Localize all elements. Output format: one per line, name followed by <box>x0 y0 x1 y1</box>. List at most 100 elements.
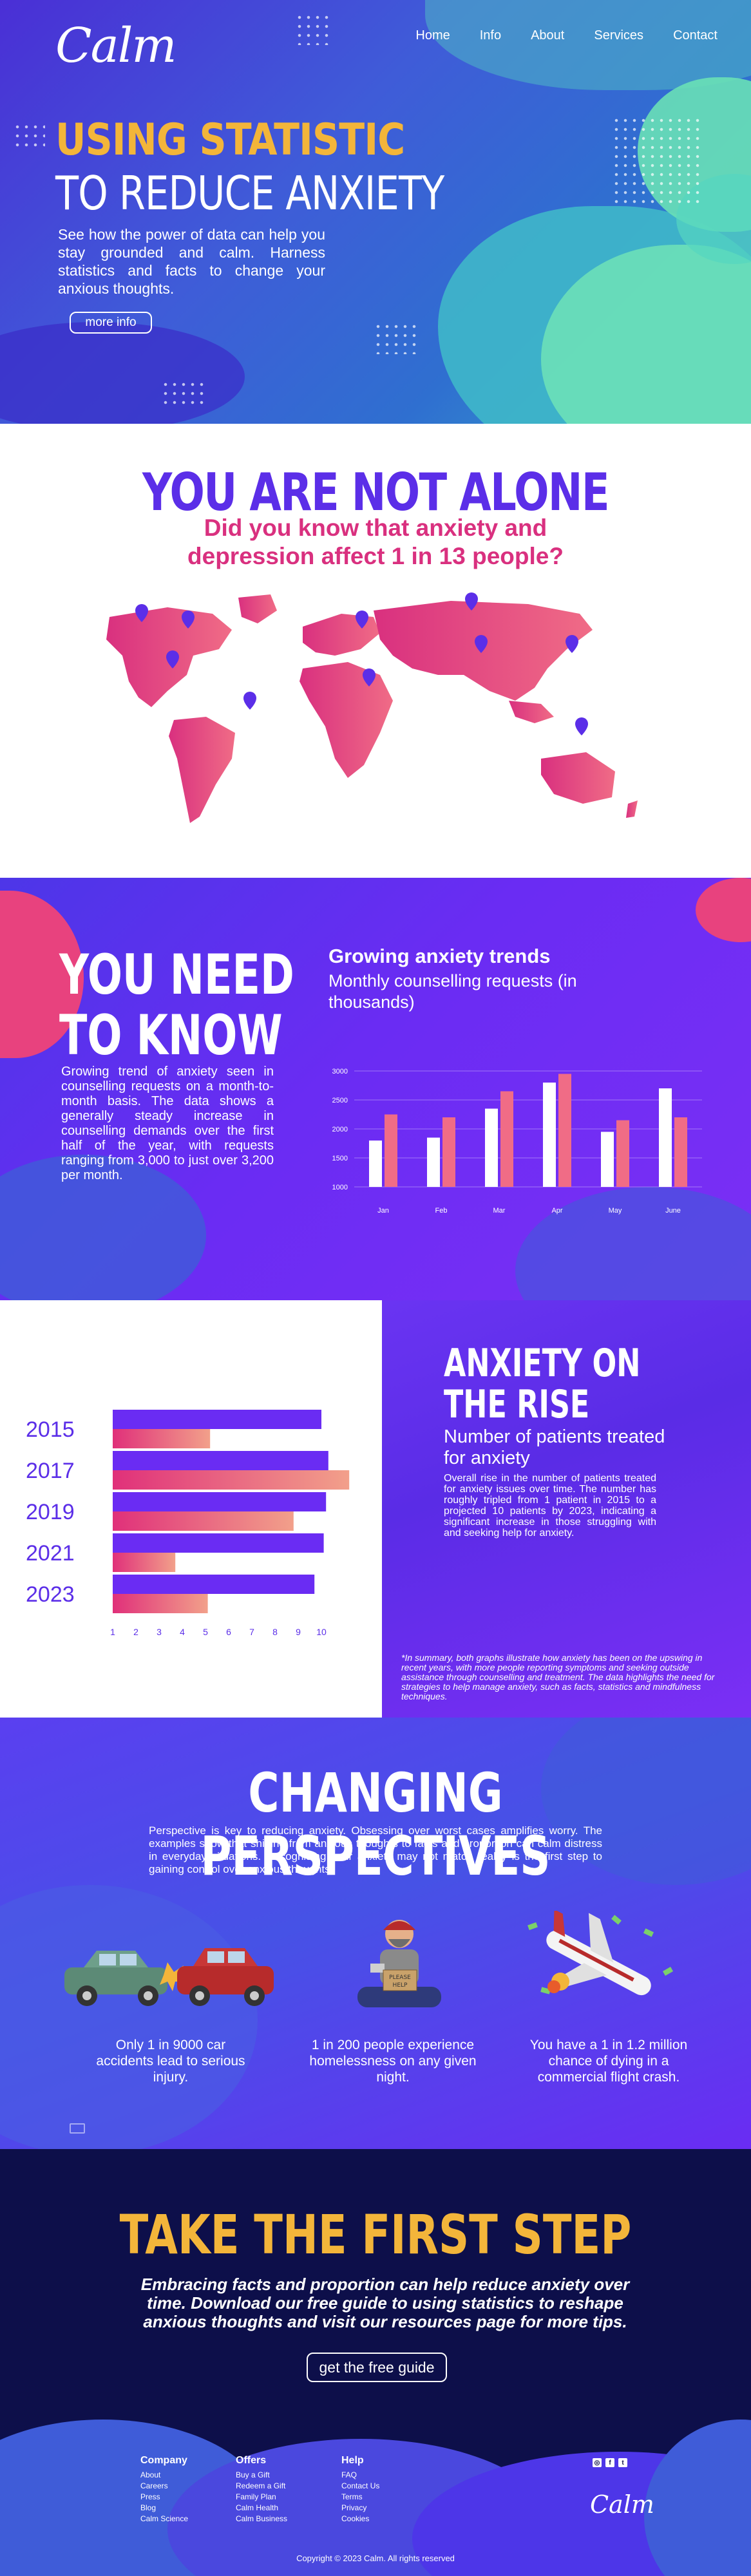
y-tick-label: 2019 <box>26 1500 75 1524</box>
x-tick-label: May <box>609 1207 622 1215</box>
debris-icon <box>528 1915 674 1994</box>
car-accident-illustration <box>64 1948 274 2006</box>
footer-link[interactable]: Calm Health <box>236 2503 279 2512</box>
brand-logo[interactable]: Calm <box>55 18 177 73</box>
y-tick-label: 2017 <box>26 1459 75 1483</box>
bar <box>616 1120 629 1187</box>
y-tick-label: 2021 <box>26 1541 75 1566</box>
need-to-know-section: YOU NEED TO KNOW Growing trend of anxiety… <box>0 878 751 1300</box>
footer-column-offers: Offers Buy a Gift Redeem a Gift Family P… <box>236 2455 288 2523</box>
help-sign-text: PLEASE <box>389 1975 411 1981</box>
footer-link[interactable]: Calm Science <box>140 2514 189 2523</box>
continent-europe <box>303 614 380 656</box>
nav-info[interactable]: Info <box>479 28 502 43</box>
y-tick-label: 1000 <box>332 1184 348 1191</box>
more-info-button[interactable]: more info <box>70 312 152 334</box>
bar <box>442 1117 455 1187</box>
footer-link[interactable]: Blog <box>140 2503 157 2512</box>
hero-decor-blob <box>425 0 751 90</box>
y-tick-label: 1500 <box>332 1155 348 1162</box>
location-pin-icon <box>243 692 256 710</box>
x-tick-label: Feb <box>435 1207 448 1215</box>
instagram-icon[interactable]: ◎ <box>593 2458 602 2467</box>
footer-link[interactable]: Calm Business <box>236 2514 288 2523</box>
hero-description: See how the power of data can help you s… <box>58 226 325 297</box>
y-tick-label: 2500 <box>332 1097 348 1104</box>
footer-link[interactable]: Redeem a Gift <box>236 2481 286 2490</box>
hero-title-line2: TO REDUCE ANXIETY <box>55 166 444 220</box>
bar <box>113 1429 211 1448</box>
x-tick-label: 3 <box>157 1627 162 1637</box>
footer-link[interactable]: Cookies <box>341 2514 370 2523</box>
footer-link[interactable]: About <box>140 2470 161 2479</box>
copyright: Copyright © 2023 Calm. All rights reserv… <box>296 2553 455 2563</box>
nav-about[interactable]: About <box>531 28 565 43</box>
bar <box>485 1108 498 1187</box>
section-title: TAKE THE FIRST STEP <box>119 2203 632 2266</box>
free-guide-button[interactable]: get the free guide <box>307 2353 447 2382</box>
hero-section: Calm Home Info About Services Contact US… <box>0 0 751 424</box>
section-description: Embracing facts and proportion can help … <box>140 2275 630 2331</box>
y-tick-label: 3000 <box>332 1068 348 1075</box>
social-links: ◎ f t <box>593 2458 627 2467</box>
footer-link[interactable]: Press <box>140 2492 160 2501</box>
x-tick-label: June <box>665 1207 681 1215</box>
x-tick-label: 2 <box>133 1627 138 1637</box>
bar <box>113 1451 328 1470</box>
y-tick-label: 2015 <box>26 1417 75 1442</box>
section-description: Perspective is key to reducing anxiety. … <box>149 1824 602 1875</box>
footer-link[interactable]: Buy a Gift <box>236 2470 270 2479</box>
decor-blob <box>696 878 751 942</box>
hero-dot-pattern <box>612 116 702 206</box>
footer-wave <box>644 2420 751 2576</box>
section-description: Growing trend of anxiety seen in counsel… <box>61 1065 274 1182</box>
summary-note: *In summary, both graphs illustrate how … <box>401 1653 715 1701</box>
footer-link[interactable]: Privacy <box>341 2503 367 2512</box>
hero-title-line1: USING STATISTIC <box>55 115 405 166</box>
footer-column-help: Help FAQ Contact Us Terms Privacy Cookie… <box>341 2455 380 2523</box>
x-tick-label: Jan <box>377 1207 389 1215</box>
bar <box>427 1137 440 1187</box>
footer-link[interactable]: Family Plan <box>236 2492 276 2501</box>
location-pin-icon <box>166 650 179 668</box>
facebook-icon[interactable]: f <box>605 2458 614 2467</box>
rise-panel: ANXIETY ON THE RISE Number of patients tr… <box>382 1300 751 1718</box>
homeless-person-illustration: PLEASE HELP <box>357 1920 441 2007</box>
x-tick-label: 1 <box>110 1627 115 1637</box>
fact-car-accidents: Only 1 in 9000 car accidents lead to ser… <box>96 2038 245 2085</box>
chart-subtitle: Monthly counselling requests (in thousan… <box>328 971 577 1012</box>
x-tick-label: 4 <box>180 1627 185 1637</box>
plane-crash-illustration <box>528 1911 674 1996</box>
world-map <box>106 592 638 823</box>
continent-south-america <box>169 717 235 823</box>
bar <box>385 1114 397 1187</box>
footer-link[interactable]: Terms <box>341 2492 363 2501</box>
nav-home[interactable]: Home <box>415 28 450 43</box>
bar <box>113 1410 321 1429</box>
y-tick-label: 2000 <box>332 1126 348 1133</box>
bar <box>659 1088 672 1187</box>
continent-greenland <box>238 594 277 623</box>
location-pin-icon <box>182 611 195 629</box>
continent-new-zealand <box>626 800 638 818</box>
bar <box>113 1575 315 1594</box>
twitter-icon[interactable]: t <box>618 2458 627 2467</box>
not-alone-section: YOU ARE NOT ALONE Did you know that anxi… <box>0 424 751 878</box>
bar <box>113 1511 294 1531</box>
footer-link[interactable]: Contact Us <box>341 2481 380 2490</box>
section-description: Overall rise in the number of patients t… <box>444 1473 656 1539</box>
airplane-icon <box>546 1911 651 1996</box>
nav-services[interactable]: Services <box>594 28 644 43</box>
footer-link[interactable]: FAQ <box>341 2470 357 2479</box>
patients-chart: 2015 2017 2019 2021 2023 1 2 3 4 5 6 7 8 9 10 <box>26 1410 350 1637</box>
y-tick-label: 2023 <box>26 1582 75 1607</box>
bar <box>543 1083 556 1187</box>
nav-contact[interactable]: Contact <box>673 28 718 43</box>
location-pin-icon <box>566 635 578 653</box>
section-subtitle: Did you know that anxiety and depression… <box>187 515 564 569</box>
bar <box>113 1470 350 1490</box>
footer-column-company: Company About Careers Press Blog Calm Sc… <box>140 2455 189 2523</box>
footer-link[interactable]: Careers <box>140 2481 168 2490</box>
footer-logo[interactable]: Calm <box>590 2490 654 2519</box>
x-tick-label: Mar <box>493 1207 506 1215</box>
